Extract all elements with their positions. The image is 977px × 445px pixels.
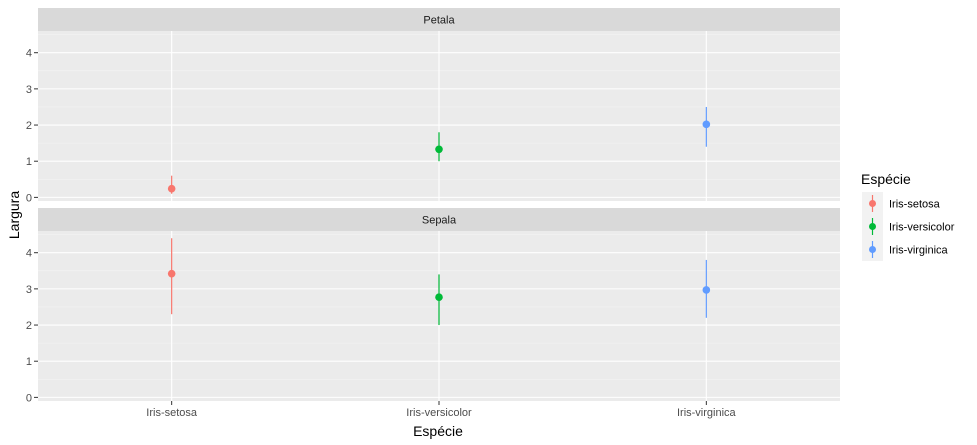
legend-label: Iris-versicolor (889, 222, 955, 234)
y-tick-label: 0 (26, 392, 32, 404)
x-tick-label: Iris-setosa (146, 407, 198, 419)
y-tick-label: 3 (26, 284, 32, 296)
facet-strip (38, 208, 840, 231)
legend-label: Iris-virginica (889, 245, 949, 257)
mean-point-iris-versicolor (435, 145, 443, 154)
x-tick-label: Iris-virginica (677, 407, 737, 419)
mean-point-iris-setosa (167, 269, 176, 278)
facet-strip (38, 8, 840, 31)
legend-key-point (869, 246, 876, 253)
y-tick-label: 3 (26, 84, 32, 96)
facet-panel-petala: Petala 0 1 2 3 4 (26, 8, 840, 204)
legend-key-point (869, 223, 876, 230)
y-tick-label: 2 (26, 120, 32, 132)
legend: Espécie Iris-setosa Iris-versicolor Iris-v… (861, 171, 955, 261)
y-tick-label: 4 (26, 48, 32, 60)
mean-point-iris-setosa (167, 184, 176, 193)
legend-label: Iris-setosa (889, 199, 941, 211)
x-tick-label: Iris-versicolor (406, 407, 472, 419)
x-axis-title: Espécie (413, 423, 463, 439)
y-axis-title: Largura (6, 191, 22, 239)
y-tick-label: 1 (26, 156, 32, 168)
mean-point-iris-virginica (702, 286, 711, 294)
facet-strip-label: Sepala (422, 215, 457, 227)
y-tick-label: 2 (26, 320, 32, 332)
legend-title: Espécie (861, 171, 911, 187)
mean-point-iris-virginica (702, 120, 711, 129)
y-tick-label: 0 (26, 192, 32, 204)
legend-key-point (869, 200, 876, 207)
y-tick-label: 1 (26, 356, 32, 368)
mean-point-iris-versicolor (435, 293, 443, 301)
facet-panel-sepala: Sepala 0 1 2 3 4 (26, 208, 840, 404)
facet-strip-label: Petala (423, 15, 455, 27)
y-tick-label: 4 (26, 248, 32, 260)
